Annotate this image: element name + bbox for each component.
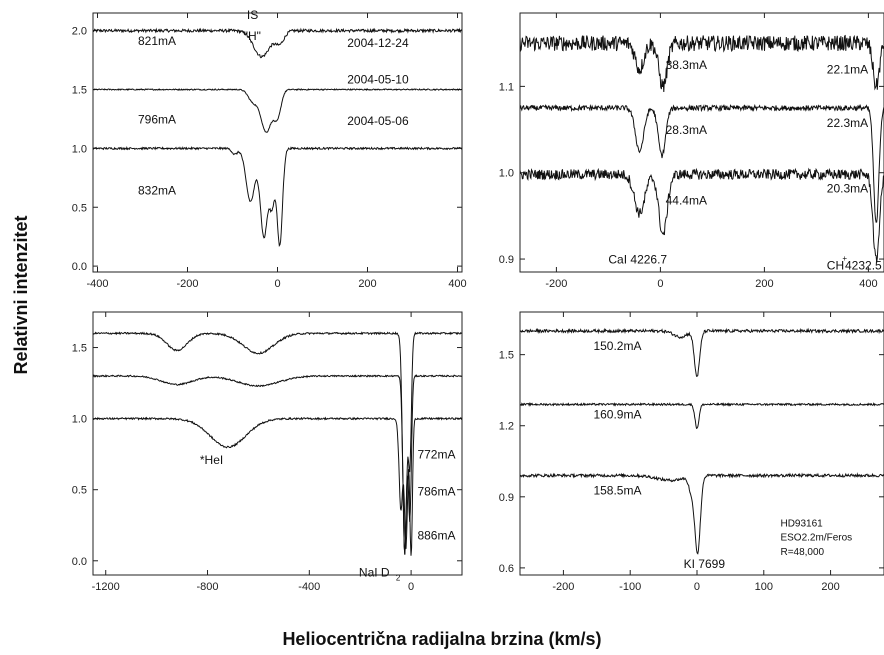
spectrum-line [93, 374, 462, 555]
spectrum-date-label: 2004-05-10 [347, 73, 409, 87]
y-tick-label: 1.2 [499, 421, 514, 433]
y-tick-label: 1.0 [72, 143, 87, 155]
y-tick-label: 0.9 [499, 254, 514, 266]
panel-frame [92, 311, 463, 576]
spectrum-line [93, 331, 462, 555]
y-tick-label: 0.0 [72, 261, 87, 273]
x-tick-label: 0 [274, 278, 280, 290]
annotation-label: KI 7699 [684, 557, 726, 571]
annotation-label: IS [247, 8, 258, 22]
x-tick-label: 100 [755, 581, 773, 593]
panel-frame [92, 12, 463, 273]
y-tick-label: 1.5 [72, 343, 87, 355]
x-tick-label: 200 [821, 581, 839, 593]
x-tick-label: -100 [619, 581, 641, 593]
annotation-label: 44.4mA [666, 194, 707, 208]
annotation-label: + [842, 254, 847, 263]
x-tick-label: 200 [755, 278, 773, 290]
annotation-label: *HeI [200, 453, 223, 467]
panel-4: -200 -100 0 100 200 0.6 0.9 1.2 1.5 150.2mA 160.9m… [499, 311, 884, 593]
annotation-label: 160.9mA [593, 408, 641, 422]
panel-1: -400 -200 0 200 400 0.0 0.5 1.0 1.5 2.0 2004-12-24… [72, 8, 467, 290]
annotation-label: ESO2.2m/Feros [780, 533, 852, 544]
x-tick-label: -200 [552, 581, 574, 593]
spectrum-line [520, 327, 884, 377]
x-tick-label: 0 [694, 581, 700, 593]
annotation-label: 20.3mA [827, 182, 868, 196]
spectrum-line [93, 416, 462, 556]
spectrum-date-label: 2004-05-06 [347, 114, 409, 128]
spectrum-line [520, 34, 884, 93]
x-tick-label: 400 [448, 278, 466, 290]
y-tick-label: 1.1 [499, 81, 514, 93]
annotation-label: 28.3mA [666, 123, 707, 137]
annotation-label: 772mA [417, 447, 455, 461]
annotation-label: HD93161 [780, 518, 823, 529]
annotation-label: NaI D [359, 565, 390, 579]
panel-2: -200 0 200 400 0.9 1.0 1.1 38.3mA 22.1mA 28.3mA 22… [499, 12, 884, 290]
annotation-label: 22.3mA [827, 116, 868, 130]
x-tick-label: -400 [86, 278, 108, 290]
y-tick-label: 1.5 [499, 350, 514, 362]
annotation-label: 22.1mA [827, 62, 868, 76]
x-tick-label: -1200 [92, 581, 120, 593]
annotation-label: R=48,000 [780, 547, 824, 558]
annotation-label: 796mA [138, 113, 176, 127]
annotation-label: 2 [396, 574, 401, 583]
x-tick-label: 200 [358, 278, 376, 290]
y-tick-label: 0.6 [499, 563, 514, 575]
y-tick-label: 0.5 [72, 485, 87, 497]
spectrum-date-label: 2004-12-24 [347, 36, 409, 50]
x-tick-label: 0 [657, 278, 663, 290]
annotation-label: 38.3mA [666, 58, 707, 72]
annotation-label: CH [827, 258, 844, 272]
annotation-label: CaI 4226.7 [608, 252, 667, 266]
y-axis-title: Relativni intenzitet [11, 215, 31, 374]
annotation-label: 886mA [417, 528, 455, 542]
y-tick-label: 1.5 [72, 85, 87, 97]
y-tick-label: 2.0 [72, 26, 87, 38]
x-tick-label: -800 [197, 581, 219, 593]
spectrum-line [93, 87, 462, 133]
annotation-label: 150.2mA [593, 339, 641, 353]
spectrum-line [520, 103, 884, 223]
spectrum-line [520, 472, 884, 555]
spectrum-line [93, 27, 462, 59]
spectrum-line [520, 402, 884, 429]
annotation-label: 832mA [138, 183, 176, 197]
x-tick-label: -200 [176, 278, 198, 290]
x-tick-label: 0 [408, 581, 414, 593]
panel-frame [519, 12, 884, 273]
annotation-label: 821mA [138, 34, 176, 48]
y-tick-label: 1.0 [72, 414, 87, 426]
annotation-label: "H" [244, 29, 261, 43]
x-tick-label: -400 [298, 581, 320, 593]
y-tick-label: 0.5 [72, 202, 87, 214]
panel-3: -1200 -800 -400 0 0.0 0.5 1.0 1.5 *HeI 772mA 786mA… [72, 311, 463, 593]
y-tick-label: 0.0 [72, 556, 87, 568]
y-tick-label: 1.0 [499, 168, 514, 180]
annotation-label: 158.5mA [593, 483, 641, 497]
spectrum-line [520, 167, 884, 263]
y-tick-label: 0.9 [499, 492, 514, 504]
annotation-label: 786mA [417, 484, 455, 498]
annotation-label: 4232.5 [845, 258, 882, 272]
panel-frame [519, 311, 884, 576]
x-tick-label: -200 [545, 278, 567, 290]
x-axis-title: Heliocentrična radijalna brzina (km/s) [282, 629, 601, 649]
spectrum-line [93, 145, 462, 247]
x-tick-label: 400 [859, 278, 877, 290]
